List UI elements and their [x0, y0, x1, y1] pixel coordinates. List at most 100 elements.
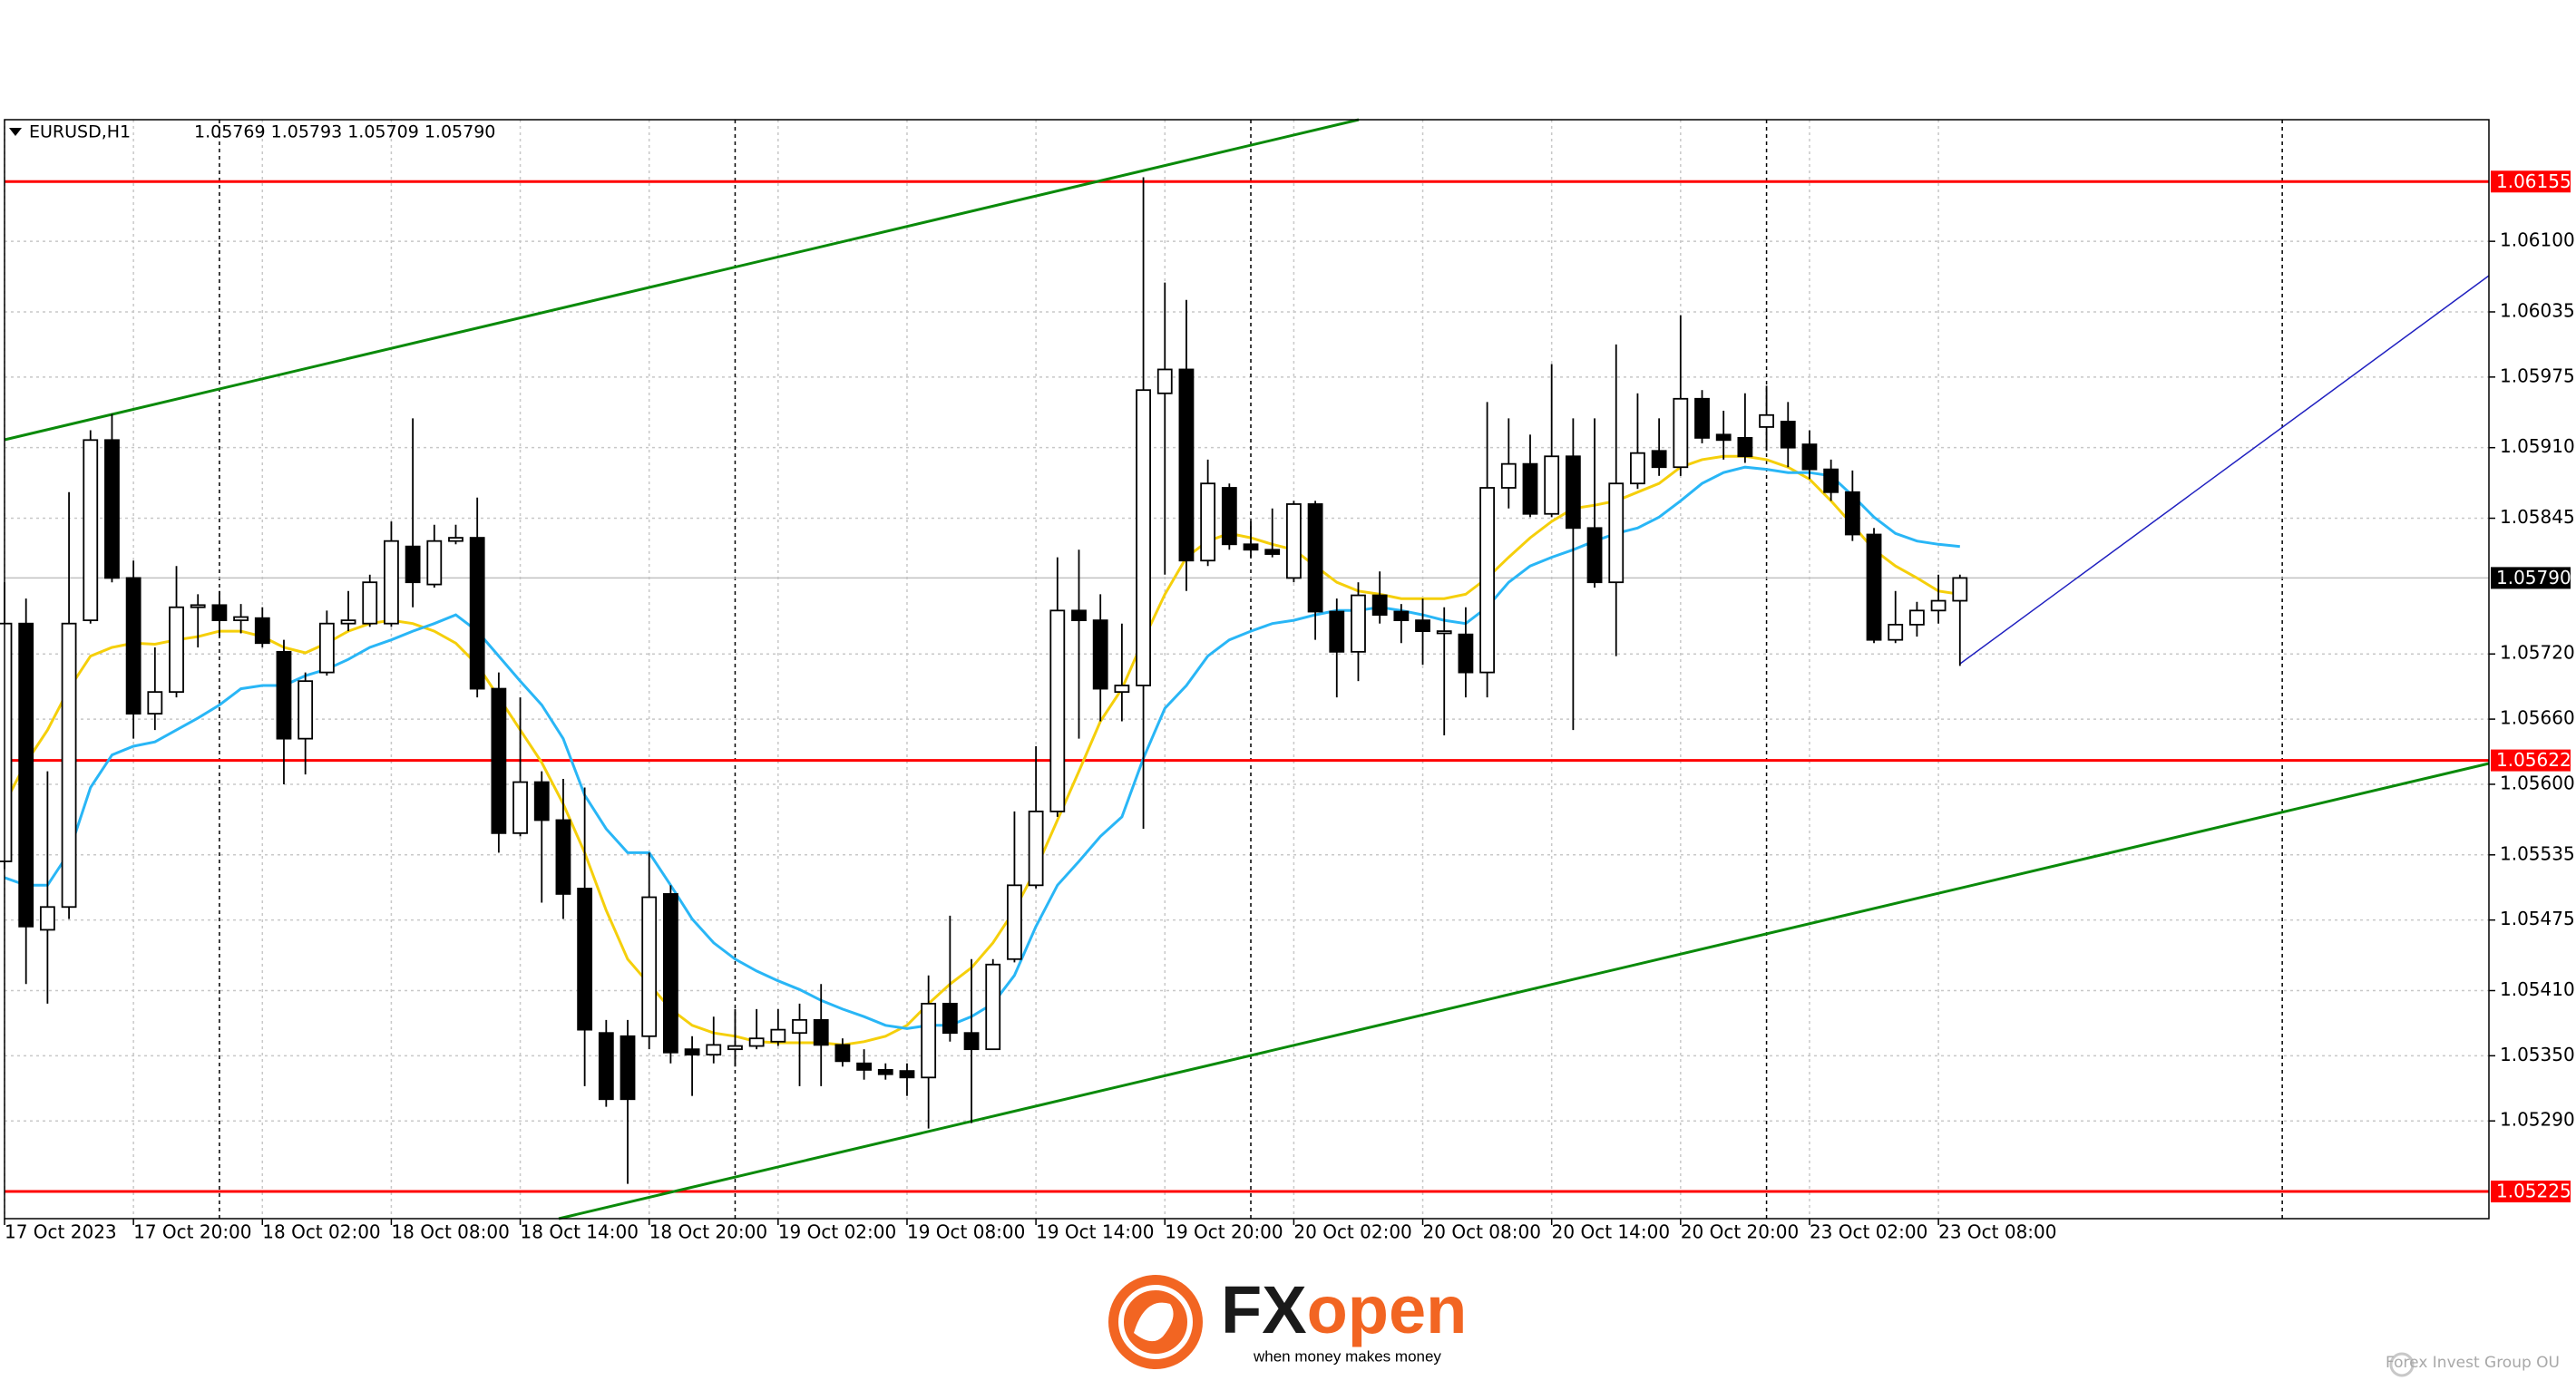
- candle-body: [1479, 487, 1496, 674]
- candle-body: [1823, 468, 1839, 493]
- candle-body: [963, 1032, 980, 1051]
- candle-body: [298, 680, 314, 740]
- candle-body: [147, 691, 163, 715]
- candle-body: [0, 622, 13, 862]
- candle-body: [318, 622, 335, 674]
- x-tick-label: 19 Oct 08:00: [907, 1221, 1025, 1243]
- company-name: Forex Invest Group OU: [2386, 1354, 2560, 1372]
- x-tick-label: 18 Oct 14:00: [521, 1221, 639, 1243]
- candle-body: [405, 545, 421, 584]
- x-tick-label: 19 Oct 14:00: [1036, 1221, 1154, 1243]
- candle-body: [770, 1028, 786, 1043]
- candle-body: [1500, 462, 1517, 489]
- candle-body: [1930, 599, 1947, 612]
- candle-body: [1371, 594, 1388, 617]
- candle-body: [211, 604, 228, 622]
- candle-body: [384, 540, 399, 625]
- candle-body: [1952, 577, 1968, 602]
- candle-body: [18, 622, 34, 928]
- candle-body: [856, 1062, 872, 1071]
- x-tick-label: 18 Oct 08:00: [391, 1221, 509, 1243]
- company-icon: [2389, 1352, 2415, 1377]
- plot-area: [5, 120, 2489, 1219]
- candle-body: [469, 537, 485, 690]
- candle-body: [1737, 437, 1753, 458]
- y-tick-label: 1.05535: [2500, 842, 2575, 864]
- candle-body: [1608, 482, 1625, 584]
- candle-body: [813, 1018, 829, 1046]
- candle-body: [877, 1069, 893, 1075]
- candle-body: [1243, 543, 1259, 551]
- candle-body: [727, 1045, 743, 1051]
- price-level-label: 1.05225: [2496, 1181, 2571, 1202]
- y-tick-label: 1.05845: [2500, 506, 2575, 528]
- candle-body: [1844, 491, 1860, 536]
- x-tick-label: 19 Oct 02:00: [778, 1221, 896, 1243]
- y-tick-label: 1.06100: [2500, 229, 2575, 251]
- y-tick-label: 1.05720: [2500, 642, 2575, 664]
- header-ohlc: 1.05769 1.05793 1.05709 1.05790: [194, 122, 495, 142]
- x-tick-label: 18 Oct 02:00: [262, 1221, 380, 1243]
- candle-body: [792, 1018, 807, 1035]
- candle-body: [899, 1070, 915, 1079]
- candle-body: [104, 439, 120, 579]
- x-tick-label: 20 Oct 02:00: [1293, 1221, 1411, 1243]
- candle-body: [1114, 685, 1130, 694]
- candle-body: [1909, 609, 1925, 626]
- candle-body: [1071, 609, 1087, 622]
- candle-body: [1178, 368, 1195, 562]
- candle-body: [276, 650, 292, 740]
- candle-body: [555, 819, 571, 895]
- candle-body: [1286, 503, 1302, 579]
- candle-body: [706, 1044, 722, 1056]
- candle-body: [748, 1037, 765, 1047]
- price-level-label: 1.05790: [2496, 567, 2571, 588]
- candle-body: [512, 781, 528, 834]
- candle-body: [1049, 609, 1066, 812]
- candle-body: [1586, 527, 1603, 584]
- logo: FXopen when money makes money: [1108, 1272, 1467, 1369]
- candle-body: [1715, 433, 1732, 442]
- y-tick-label: 1.05975: [2500, 365, 2575, 386]
- logo-tagline: when money makes money: [1253, 1347, 1441, 1365]
- candle-body: [233, 616, 249, 622]
- candle-body: [834, 1044, 851, 1063]
- candle-body: [1673, 397, 1689, 469]
- logo-prefix: FX: [1221, 1272, 1307, 1347]
- price-level-label: 1.06155: [2496, 170, 2571, 192]
- candle-body: [1565, 455, 1581, 530]
- candle-body: [1221, 487, 1237, 546]
- price-level-label-bg: [2491, 749, 2571, 772]
- logo-suffix: open: [1307, 1272, 1468, 1347]
- candle-body: [1264, 549, 1281, 555]
- candle-body: [448, 537, 463, 542]
- candle-body: [254, 617, 270, 645]
- candle-body: [1436, 630, 1452, 635]
- y-tick-label: 1.05660: [2500, 707, 2575, 729]
- candle-body: [1393, 610, 1410, 622]
- y-tick-label: 1.05410: [2500, 978, 2575, 1000]
- candle-body: [190, 604, 206, 608]
- trend-layer: [4, 118, 2490, 1220]
- candle-body: [1544, 455, 1560, 515]
- candle-body: [1028, 810, 1044, 887]
- logo-emblem-ring: [1118, 1285, 1193, 1359]
- price-level-label-bg: [2491, 1181, 2571, 1203]
- header-arrow: [9, 128, 22, 136]
- y-tick-label: 1.06035: [2500, 299, 2575, 321]
- candle-body: [620, 1035, 636, 1101]
- candle-layer: [0, 177, 1968, 1184]
- candle-body: [169, 606, 184, 694]
- candle-body: [1307, 503, 1323, 613]
- candle-body: [1801, 443, 1818, 471]
- candle-body: [1136, 389, 1151, 686]
- x-tick-label: 17 Oct 2023: [5, 1221, 117, 1243]
- candle-body: [362, 581, 378, 625]
- candle-body: [1415, 619, 1430, 632]
- candle-body: [533, 781, 550, 822]
- candle-body: [1694, 397, 1710, 439]
- plot-frame: [4, 119, 2490, 1220]
- candle-body: [942, 1002, 958, 1035]
- x-tick-label: 20 Oct 14:00: [1552, 1221, 1670, 1243]
- price-level-label: 1.05622: [2496, 749, 2571, 771]
